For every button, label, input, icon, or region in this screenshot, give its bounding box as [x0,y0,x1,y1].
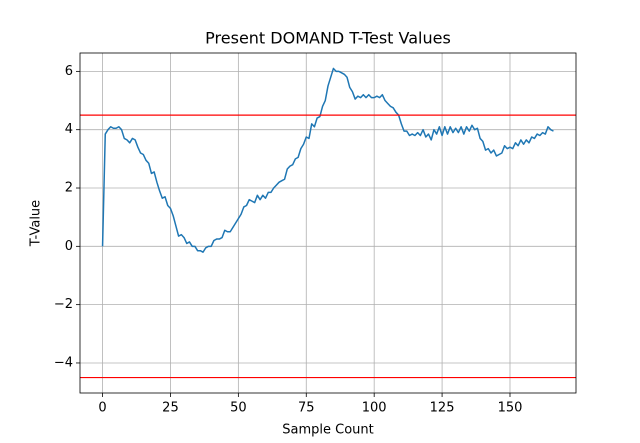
y-tick-label: 4 [65,122,73,137]
y-axis-label: T-Value [29,200,44,247]
y-tick-label: 2 [65,181,73,196]
x-tick-label: 150 [498,401,523,416]
y-tick-label: −2 [54,297,73,312]
x-axis-label: Sample Count [282,423,373,438]
y-tick-label: 0 [65,239,73,254]
x-tick-label: 25 [162,401,179,416]
x-tick-label: 125 [430,401,455,416]
chart-title: Present DOMAND T-Test Values [205,29,451,48]
data-line [101,67,554,253]
x-tick-label: 0 [98,401,106,416]
y-tick-label: −4 [54,355,73,370]
x-tick-label: 50 [230,401,247,416]
x-tick-label: 100 [362,401,387,416]
y-tick-label: 6 [65,64,73,79]
x-tick-label: 75 [298,401,315,416]
plot-frame [79,52,577,394]
